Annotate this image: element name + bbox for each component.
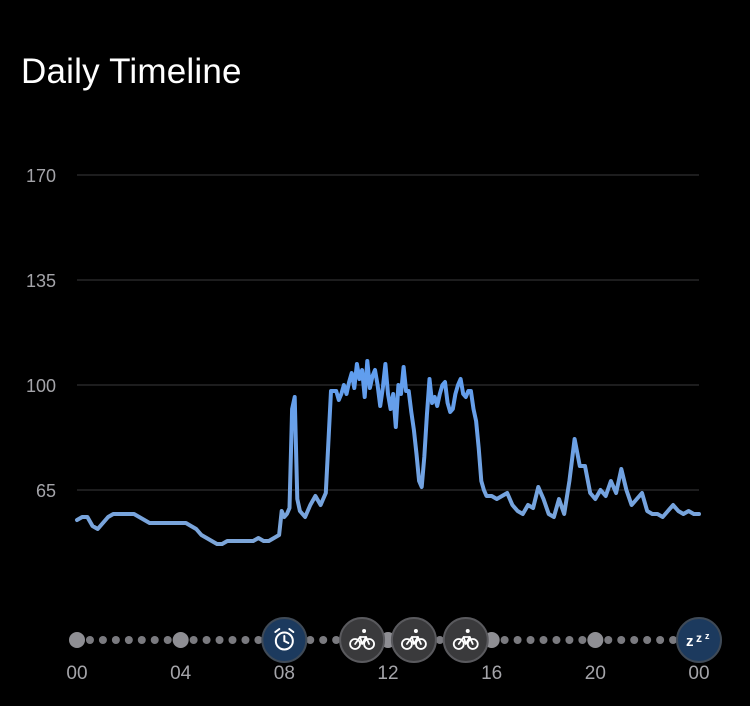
timeline-dot <box>254 636 263 644</box>
y-axis-ticks: 65 100 135 170 <box>26 166 56 501</box>
timeline-dot <box>202 636 211 644</box>
timeline-dot <box>150 636 159 644</box>
x-tick-label: 04 <box>170 663 192 684</box>
timeline-dot <box>604 636 613 644</box>
x-tick-label: 00 <box>688 663 709 684</box>
timeline-dot <box>332 636 341 644</box>
timeline-dot <box>228 636 237 644</box>
alarm-clock-icon[interactable] <box>261 617 308 663</box>
timeline-dot <box>172 632 189 648</box>
timeline-dot <box>124 636 133 644</box>
grid-lines <box>77 174 699 491</box>
timeline-dot <box>85 636 94 644</box>
svg-text:z: z <box>696 631 702 645</box>
timeline-dot <box>656 636 665 644</box>
page-title: Daily Timeline <box>21 52 242 91</box>
timeline-dot <box>565 636 574 644</box>
timeline-dot <box>69 632 85 648</box>
timeline-dot <box>163 636 172 644</box>
bicycle-icon[interactable] <box>390 617 437 663</box>
data-line <box>75 359 701 546</box>
timeline-dot <box>500 636 509 644</box>
timeline-dot <box>111 636 120 644</box>
bicycle-icon[interactable] <box>442 617 489 663</box>
y-tick-label: 65 <box>36 481 56 501</box>
bicycle-icon[interactable] <box>339 617 386 663</box>
timeline-dot <box>189 636 198 644</box>
timeline-dot <box>617 636 626 644</box>
x-tick-label: 12 <box>377 663 398 684</box>
timeline-dot <box>241 636 250 644</box>
y-tick-label: 100 <box>26 376 56 396</box>
x-tick-label: 16 <box>481 663 502 684</box>
timeline-dot <box>643 636 652 644</box>
timeline-dot <box>630 636 639 644</box>
timeline-dot <box>98 636 107 644</box>
timeline-dot <box>539 636 548 644</box>
heart-rate-line <box>75 359 701 546</box>
timeline-dot <box>319 636 328 644</box>
y-tick-label: 135 <box>26 271 56 291</box>
x-tick-label: 08 <box>274 663 295 684</box>
svg-text:z: z <box>705 631 710 641</box>
timeline-dot <box>587 632 604 648</box>
x-axis-ticks: 00 04 08 12 16 20 00 <box>66 663 709 684</box>
timeline-dot <box>215 636 224 644</box>
timeline-dot <box>306 636 315 644</box>
timeline-dot <box>513 636 522 644</box>
x-tick-label: 00 <box>66 663 87 684</box>
x-tick-label: 20 <box>585 663 606 684</box>
timeline-dot <box>669 636 678 644</box>
timeline-dot <box>552 636 561 644</box>
y-tick-label: 170 <box>26 166 56 186</box>
timeline-dot <box>526 636 535 644</box>
timeline-dot <box>435 636 444 644</box>
svg-text:z: z <box>686 633 694 650</box>
timeline-dot <box>137 636 146 644</box>
timeline-dot <box>578 636 587 644</box>
